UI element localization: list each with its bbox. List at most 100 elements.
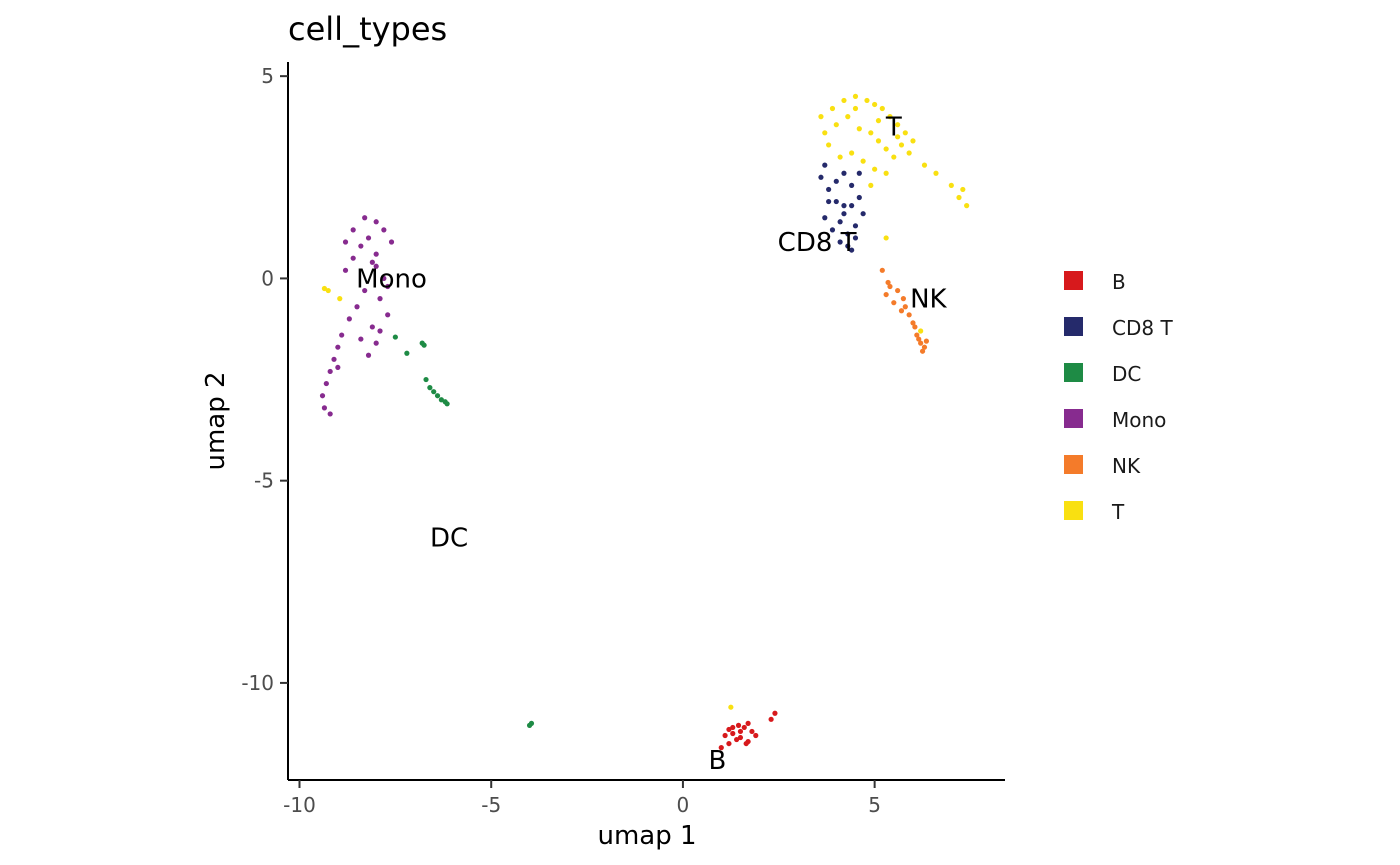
- data-point: [916, 336, 922, 342]
- data-point: [837, 219, 843, 225]
- data-point: [749, 728, 755, 735]
- data-point: [369, 259, 375, 265]
- data-point: [419, 340, 425, 346]
- x-axis-title: umap 1: [597, 821, 696, 851]
- data-point: [883, 146, 889, 152]
- data-point: [833, 122, 839, 128]
- data-point: [438, 397, 444, 403]
- data-point: [737, 728, 744, 735]
- data-point: [735, 722, 742, 728]
- data-point: [745, 720, 751, 726]
- data-point: [319, 393, 326, 399]
- data-point: [918, 328, 924, 334]
- data-point: [325, 287, 331, 294]
- data-point: [339, 332, 345, 338]
- data-point: [902, 130, 908, 136]
- data-point: [906, 312, 912, 318]
- data-point: [331, 356, 337, 362]
- data-point: [900, 296, 906, 302]
- legend-swatch-dc: [1064, 363, 1083, 382]
- cluster-label-nk: NK: [910, 285, 947, 315]
- data-point: [327, 368, 333, 375]
- data-point: [346, 316, 352, 322]
- data-point: [737, 734, 744, 741]
- data-point: [350, 255, 356, 261]
- data-point: [444, 401, 450, 407]
- data-point: [526, 722, 533, 728]
- data-point: [722, 732, 728, 739]
- data-point: [849, 247, 855, 253]
- data-point: [895, 122, 901, 128]
- data-point: [373, 219, 379, 225]
- data-point: [388, 239, 395, 245]
- data-point: [849, 203, 855, 209]
- series-nk: [879, 267, 929, 354]
- data-point: [826, 142, 832, 148]
- data-point: [753, 732, 759, 739]
- y-tick-label: 5: [261, 64, 274, 88]
- data-point: [826, 198, 832, 205]
- data-point: [423, 376, 429, 383]
- data-point: [358, 336, 364, 342]
- data-point: [837, 154, 843, 160]
- data-point: [898, 142, 905, 148]
- data-point: [427, 385, 433, 391]
- data-point: [883, 170, 889, 176]
- y-tick-label: 0: [261, 266, 274, 290]
- data-point: [872, 101, 878, 108]
- data-point: [921, 162, 928, 168]
- data-point: [841, 170, 847, 176]
- data-point: [841, 211, 847, 217]
- data-point: [885, 279, 891, 286]
- data-point: [856, 170, 862, 176]
- data-point: [879, 267, 885, 273]
- data-point: [964, 203, 970, 209]
- legend-label-t: T: [1111, 500, 1125, 524]
- data-point: [358, 243, 364, 249]
- data-point: [381, 275, 387, 282]
- data-point: [910, 138, 916, 144]
- cluster-labels: B CD8 T DC Mono NK T: [356, 113, 947, 776]
- data-point: [354, 304, 360, 310]
- data-point: [362, 215, 368, 221]
- y-axis-title: umap 2: [201, 371, 231, 470]
- cluster-label-t: T: [885, 113, 902, 143]
- data-point: [875, 138, 882, 144]
- points-layer: [319, 93, 970, 751]
- cluster-label-mono: Mono: [356, 264, 427, 294]
- data-point: [845, 231, 851, 237]
- data-point: [852, 235, 859, 241]
- data-point: [829, 105, 836, 112]
- data-point: [883, 291, 889, 298]
- data-point: [768, 716, 774, 722]
- legend-swatch-cd8-t: [1064, 317, 1083, 336]
- data-point: [891, 300, 897, 306]
- data-point: [852, 105, 859, 112]
- data-point: [730, 724, 736, 731]
- data-point: [919, 348, 926, 354]
- data-point: [434, 393, 441, 399]
- data-point: [872, 166, 878, 172]
- data-point: [849, 150, 855, 156]
- legend-label-b: B: [1112, 270, 1126, 294]
- legend-swatch-b: [1064, 271, 1083, 290]
- data-point: [841, 203, 847, 209]
- data-point: [960, 186, 966, 193]
- data-point: [734, 736, 740, 743]
- data-point: [898, 308, 905, 314]
- data-point: [392, 334, 398, 340]
- data-point: [385, 283, 391, 290]
- data-point: [833, 198, 839, 205]
- data-point: [914, 332, 920, 338]
- data-point: [369, 324, 375, 330]
- data-point: [321, 405, 328, 411]
- data-point: [856, 194, 862, 201]
- x-ticks: -10 -5 0 5: [283, 780, 881, 817]
- data-point: [818, 174, 824, 180]
- data-point: [337, 296, 343, 302]
- data-point: [906, 150, 912, 156]
- data-point: [335, 364, 341, 371]
- data-point: [381, 227, 387, 233]
- x-tick-label: 5: [868, 793, 881, 817]
- data-point: [822, 130, 828, 136]
